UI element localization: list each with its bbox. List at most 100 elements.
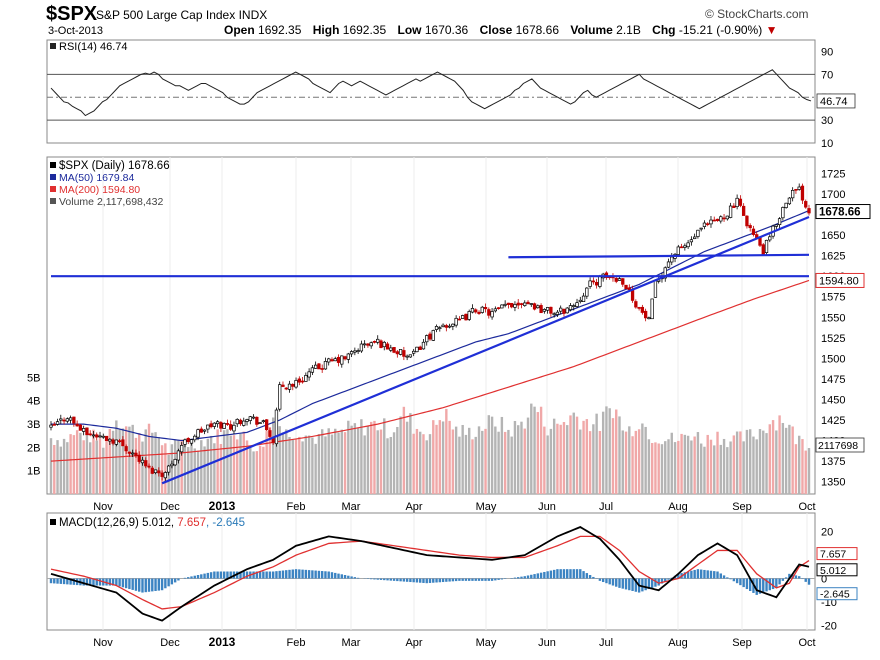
macd-histogram-bar bbox=[190, 576, 193, 579]
price-candle-body bbox=[402, 350, 406, 357]
macd-histogram-bar bbox=[164, 578, 167, 589]
volume-last-value-box bbox=[815, 437, 865, 453]
macd-histogram-bar bbox=[386, 578, 389, 581]
volume-bar bbox=[206, 438, 210, 494]
macd-histogram-bar bbox=[157, 578, 161, 591]
volume-bar bbox=[775, 430, 778, 494]
macd-histogram-bar bbox=[686, 571, 690, 579]
price-candle-body bbox=[572, 305, 576, 307]
macd-histogram-bar bbox=[271, 571, 275, 579]
price-candle-body bbox=[689, 239, 694, 243]
volume-label: Volume bbox=[570, 23, 613, 37]
price-candle-body bbox=[647, 317, 651, 320]
macd-x-label: Jul bbox=[599, 637, 613, 649]
price-candle-body bbox=[189, 439, 194, 444]
price-candle-body bbox=[186, 437, 190, 443]
volume-bar bbox=[647, 439, 651, 494]
price-candle-body bbox=[382, 341, 386, 348]
price-candle-body bbox=[702, 222, 707, 227]
volume-bar bbox=[605, 406, 608, 494]
price-candle-body bbox=[215, 421, 220, 425]
macd-histogram-bar bbox=[683, 572, 687, 579]
macd-histogram-bar bbox=[206, 572, 210, 579]
rsi-tick-label: 30 bbox=[821, 115, 833, 127]
macd-histogram-bar bbox=[245, 571, 249, 579]
macd-histogram-bar bbox=[667, 578, 670, 580]
rsi-frame bbox=[46, 39, 816, 144]
price-candle-body bbox=[676, 246, 680, 255]
price-candle-body bbox=[742, 205, 746, 216]
price-legend-item: Volume 2,117,698,432 bbox=[59, 196, 163, 208]
volume-bar bbox=[500, 416, 504, 494]
price-candle-body bbox=[144, 460, 148, 467]
macd-histogram-bar bbox=[285, 570, 288, 579]
price-panel: 1B2B3B4B5B135013751400142514501475150015… bbox=[27, 156, 871, 513]
macd-histogram-bar bbox=[699, 569, 703, 579]
macd-histogram-bar bbox=[396, 578, 399, 582]
volume-bar bbox=[164, 443, 167, 494]
volume-bar bbox=[503, 431, 507, 494]
macd-histogram-bar bbox=[324, 571, 327, 579]
price-candle-body bbox=[431, 330, 435, 341]
price-candle-body bbox=[555, 311, 560, 315]
price-candle-body bbox=[637, 307, 641, 309]
volume-bar bbox=[471, 439, 474, 494]
price-candle-body bbox=[640, 306, 645, 313]
macd-histogram-bar bbox=[304, 569, 308, 579]
price-candle-body bbox=[412, 350, 416, 354]
price-candle-body bbox=[310, 367, 315, 373]
low-value: 1670.36 bbox=[424, 23, 469, 37]
macd-histogram-bar bbox=[709, 570, 713, 579]
macd-histogram-bar bbox=[484, 578, 487, 581]
price-candle-body bbox=[287, 383, 292, 390]
volume-bar bbox=[497, 431, 500, 494]
macd-histogram-bar bbox=[585, 573, 589, 579]
price-candle-body bbox=[49, 424, 53, 428]
macd-x-label: Mar bbox=[342, 637, 361, 649]
price-candle-body bbox=[376, 338, 380, 343]
macd-histogram-bar bbox=[138, 578, 141, 592]
volume-bar bbox=[693, 436, 696, 494]
volume-bar bbox=[219, 443, 223, 494]
volume-bar bbox=[262, 446, 265, 494]
volume-bar bbox=[709, 439, 713, 494]
price-candle-body bbox=[732, 205, 736, 209]
price-tick-label: 1350 bbox=[821, 477, 845, 489]
volume-bar bbox=[249, 446, 252, 494]
macd-histogram-bar bbox=[500, 578, 504, 580]
price-candle-body bbox=[193, 435, 197, 441]
price-x-label: Apr bbox=[405, 501, 422, 513]
price-tick-label: 1650 bbox=[821, 230, 845, 242]
volume-bar bbox=[405, 421, 409, 494]
volume-bar bbox=[722, 438, 726, 494]
volume-bar bbox=[180, 439, 183, 494]
macd-histogram-bar bbox=[755, 578, 758, 595]
macd-last-box bbox=[816, 563, 858, 577]
macd-signal-line bbox=[50, 535, 810, 610]
ma200-last-value: 1594.80 bbox=[819, 275, 859, 287]
volume-bar bbox=[56, 440, 59, 494]
macd-histogram-bar bbox=[222, 571, 226, 579]
macd-histogram-bar bbox=[490, 578, 494, 581]
volume-bar bbox=[102, 447, 105, 494]
volume-bar bbox=[765, 433, 768, 494]
macd-histogram-bar bbox=[781, 578, 785, 581]
rsi-tick-label: 90 bbox=[821, 46, 833, 58]
price-candle-body bbox=[176, 450, 181, 461]
price-candle-body bbox=[764, 239, 769, 254]
macd-histogram-bar bbox=[523, 576, 526, 579]
volume-tick-label: 1B bbox=[27, 466, 40, 478]
macd-histogram-bar bbox=[520, 576, 523, 579]
price-candle-body bbox=[565, 307, 569, 314]
macd-histogram-bar bbox=[82, 578, 85, 586]
price-candle-body bbox=[372, 341, 377, 343]
macd-histogram-bar bbox=[177, 578, 180, 581]
price-candle-body bbox=[552, 313, 556, 316]
volume-bar bbox=[807, 448, 811, 494]
chg-label: Chg bbox=[652, 23, 676, 37]
macd-histogram-bar bbox=[383, 578, 386, 581]
price-candle-body bbox=[679, 246, 684, 249]
price-candle-body bbox=[88, 433, 92, 436]
volume-bar bbox=[66, 442, 69, 494]
volume-bar bbox=[621, 430, 624, 494]
